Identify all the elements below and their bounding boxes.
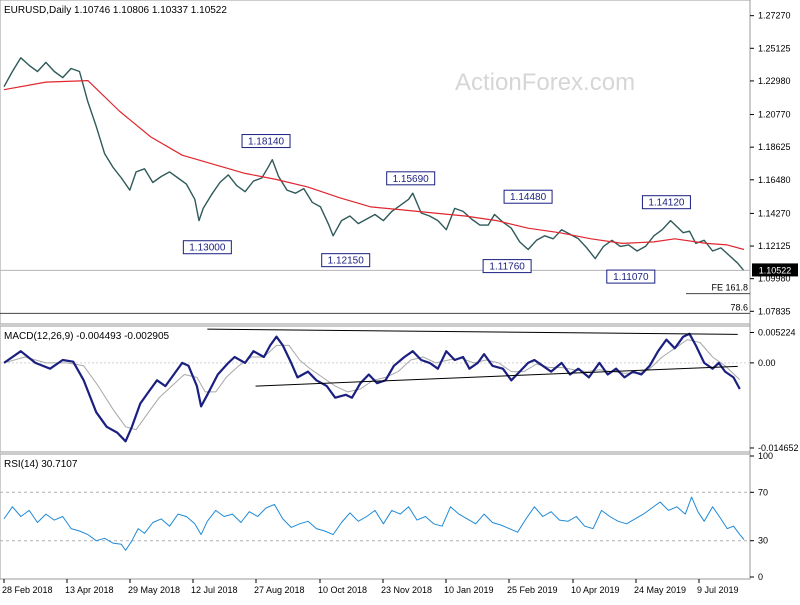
price-y-tick-label: 1.22980 [758, 76, 791, 86]
x-tick-label: 24 May 2019 [634, 585, 686, 595]
annotation-label: 1.14120 [648, 198, 685, 209]
x-tick-label: 28 Feb 2018 [2, 585, 53, 595]
macd-title: MACD(12,26,9) -0.004493 -0.002905 [4, 331, 170, 342]
rsi-y-tick-label: 100 [758, 451, 773, 461]
x-tick-label: 13 Apr 2018 [65, 585, 114, 595]
annotation-label: 1.15690 [393, 174, 430, 185]
annotation-box [241, 134, 291, 149]
axis-marks: 1.27270 1.25125 1.22980 1.20770 1.18625 1.164… [2, 11, 799, 595]
macd-trendline [255, 365, 738, 387]
macd-series-macd [3, 332, 741, 443]
x-tick-label: 27 Aug 2018 [254, 585, 305, 595]
rsi-y-tick-label: 70 [758, 487, 768, 497]
rsi-title: RSI(14) 30.7107 [4, 459, 78, 470]
annotation-box [182, 240, 232, 255]
rsi-marks [0, 491, 750, 551]
price-title: EURUSD,Daily 1.10746 1.10806 1.10337 1.1… [4, 5, 227, 16]
watermark: ActionForex.com [455, 69, 635, 96]
price-series-price [3, 57, 745, 272]
annotation-label: 1.11760 [489, 262, 525, 273]
rsi-panel-frame [0, 453, 751, 580]
rsi-series-rsi [3, 496, 745, 551]
macd-y-tick-label: 0.00 [758, 358, 776, 368]
annotation-label: 1.18140 [248, 137, 285, 148]
annotation-label: 1.12150 [328, 256, 365, 267]
price-y-tick-label: 1.12125 [758, 241, 791, 251]
macd-panel-frame [0, 325, 751, 453]
price-y-tick-label: 1.09980 [758, 274, 791, 284]
price-y-tick-label: 1.18625 [758, 142, 791, 152]
x-tick-label: 10 Apr 2019 [571, 585, 620, 595]
price-y-tick-label: 1.07835 [758, 306, 791, 316]
x-tick-label: 9 Jul 2019 [697, 585, 739, 595]
annotation-box [606, 269, 656, 284]
panel-frames [0, 0, 751, 580]
x-tick-label: 10 Oct 2018 [318, 585, 367, 595]
macd-y-tick-label: 0.005224 [758, 328, 796, 338]
annotation-box [321, 253, 371, 268]
annotation-box [386, 171, 436, 186]
annotation-label: 1.11070 [613, 272, 649, 283]
last-price-tag [752, 263, 798, 277]
x-tick-label: 29 May 2018 [128, 585, 180, 595]
macd-series-signal [3, 339, 741, 431]
annotation-box [641, 195, 691, 210]
annotation-box [482, 259, 532, 274]
rsi-y-tick-label: 30 [758, 536, 768, 546]
x-tick-label: 12 Jul 2018 [191, 585, 238, 595]
price-y-tick-label: 1.25125 [758, 43, 791, 53]
annotation-label: 1.13000 [189, 243, 226, 254]
macd-trendline [207, 328, 738, 335]
price-y-tick-label: 1.20770 [758, 110, 791, 120]
price-y-tick-label: 1.14270 [758, 208, 791, 218]
annotation-box [503, 189, 553, 204]
rsi-y-tick-label: 0 [758, 572, 763, 582]
price-marks: FE 161.8 78.6 1.18140 1.13000 1.15690 1.12150… [0, 57, 750, 314]
price-y-tick-label: 1.27270 [758, 11, 791, 21]
price-series-ma [3, 80, 745, 251]
x-tick-label: 10 Jan 2019 [444, 585, 494, 595]
macd-y-tick-label: -0.014652 [758, 443, 799, 453]
level-label: 78.6 [730, 302, 748, 312]
annotation-label: 1.14480 [510, 192, 547, 203]
x-tick-label: 25 Feb 2019 [507, 585, 558, 595]
macd-marks [0, 328, 750, 443]
price-y-tick-label: 1.16480 [758, 175, 791, 185]
level-label: FE 161.8 [711, 283, 748, 293]
x-tick-label: 23 Nov 2018 [381, 585, 432, 595]
last-price-tag-label: 1.10522 [759, 265, 792, 275]
